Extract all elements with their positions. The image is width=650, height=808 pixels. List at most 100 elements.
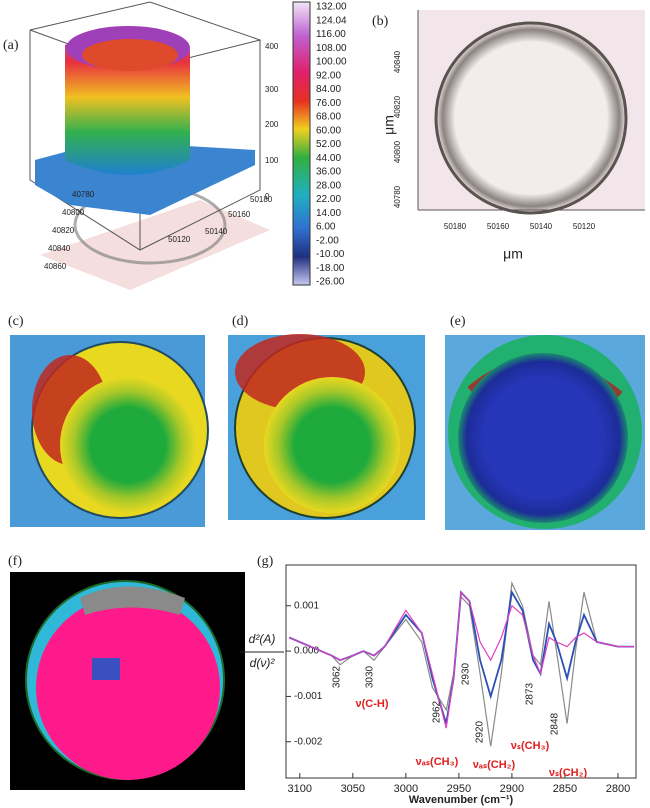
- colorbar-label: -10.00: [316, 249, 345, 260]
- x-tick-label: 50180: [444, 222, 467, 231]
- particle: [436, 23, 626, 213]
- y-tick-label: 0.000: [294, 646, 319, 657]
- cluster-magenta: [36, 596, 220, 780]
- surface-cylinder: [65, 33, 190, 175]
- colorbar-label: -18.00: [316, 263, 345, 274]
- z-tick-label: 100: [265, 156, 279, 165]
- x-tick-label: 50140: [530, 222, 553, 231]
- x-tick-label: 3000: [394, 783, 418, 795]
- colorbar-label: 76.00: [316, 98, 341, 109]
- colorbar-label: 36.00: [316, 167, 341, 178]
- colorbar-label: 60.00: [316, 125, 341, 136]
- colorbar-label: 108.00: [316, 43, 347, 54]
- panel-a: (a): [3, 1, 311, 290]
- panel-label: (b): [372, 14, 389, 29]
- band-label: νₐₛ(CH₂): [473, 759, 516, 771]
- panel-label: (a): [3, 38, 19, 53]
- x-tick-label: 3100: [288, 783, 312, 795]
- colorbar-label: 52.00: [316, 139, 341, 150]
- panel-b: (b) μm μm: [372, 10, 645, 262]
- y-tick-label: 40840: [393, 50, 402, 73]
- band-label: νₐₛ(CH₃): [416, 756, 459, 768]
- panel-label: (e): [450, 314, 466, 329]
- colorbar-label: 92.00: [316, 70, 341, 81]
- y-tick-label: 50160: [228, 210, 251, 219]
- colorbar-label: 124.04: [316, 15, 347, 26]
- particle-core: [458, 353, 628, 523]
- panel-e: (e): [445, 314, 645, 530]
- y-tick-label: -0.002: [294, 736, 323, 747]
- y-label: μm: [381, 115, 397, 135]
- floor: [40, 200, 270, 290]
- y-tick-label: 0.001: [294, 600, 319, 611]
- panel-f: (f): [8, 554, 245, 790]
- colorbar-label: 100.00: [316, 57, 347, 68]
- colorbar-label: 84.00: [316, 84, 341, 95]
- colorbar-label: 14.00: [316, 208, 341, 219]
- colorbar-label: -2.00: [316, 235, 339, 246]
- colorbar-label: 68.00: [316, 112, 341, 123]
- colorbar-label: -26.00: [316, 277, 345, 288]
- particle-edge: [434, 21, 628, 215]
- y-tick-label: 50140: [205, 227, 228, 236]
- peak-label: 2873: [525, 682, 536, 705]
- panel-label: (c): [8, 314, 24, 329]
- x-tick-label: 3050: [341, 783, 365, 795]
- x-tick-label: 40840: [48, 244, 71, 253]
- x-tick-label: 40800: [62, 208, 85, 217]
- z-tick-label: 300: [265, 85, 279, 94]
- colorbar-label: 28.00: [316, 180, 341, 191]
- band-label: νₛ(CH₃): [511, 740, 550, 752]
- panel-label: (d): [232, 314, 249, 329]
- x-tick-label: 40860: [44, 262, 67, 271]
- x-label: Wavenumber (cm⁻¹): [409, 794, 514, 806]
- panel-g: (g) d²(A) d(ν)² Wavenumber (cm⁻¹) 3100 30…: [240, 554, 637, 806]
- colorbar-label: 132.00: [316, 2, 347, 13]
- x-tick-label: 2800: [606, 783, 630, 795]
- z-tick-label: 200: [265, 120, 279, 129]
- cluster-gray: [80, 586, 185, 615]
- x-tick-label: 50120: [573, 222, 596, 231]
- peak-label: 2920: [475, 720, 486, 743]
- y-label-numerator: d²(A): [249, 632, 276, 646]
- panel-c: (c): [8, 314, 209, 527]
- colorbar: [292, 1, 311, 286]
- panel-label: (f): [8, 554, 22, 569]
- z-tick-label: 0: [265, 192, 270, 201]
- y-tick-label: 50180: [250, 195, 273, 204]
- colorbar-label: 6.00: [316, 222, 336, 233]
- series-line: [288, 590, 634, 729]
- peak-label: 3030: [365, 665, 376, 688]
- cluster-blue: [92, 658, 120, 680]
- panel-label: (g): [257, 554, 274, 569]
- band-label: ν(C-H): [356, 698, 389, 710]
- colorbar-label: 116.00: [316, 29, 346, 40]
- y-tick-label: 40780: [393, 185, 402, 208]
- peak-label: 2930: [461, 662, 472, 685]
- x-label: μm: [503, 246, 523, 262]
- band-label: νₛ(CH₂): [549, 767, 588, 779]
- y-tick-label: 40800: [393, 140, 402, 163]
- particle-core: [264, 377, 400, 513]
- x-tick-label: 2850: [553, 783, 577, 795]
- peak-label: 2962: [432, 700, 443, 723]
- x-tick-label: 40820: [52, 226, 75, 235]
- surface-rim: [82, 39, 178, 71]
- colorbar-label: 22.00: [316, 194, 341, 205]
- peak-label: 2848: [550, 712, 561, 735]
- y-tick-label: 40820: [393, 95, 402, 118]
- x-tick-label: 2950: [447, 783, 471, 795]
- x-tick-label: 40780: [72, 190, 95, 199]
- y-tick-label: -0.001: [294, 691, 323, 702]
- z-tick-label: 400: [265, 42, 279, 51]
- colorbar-label: 44.00: [316, 153, 341, 164]
- particle-core: [60, 377, 196, 513]
- y-label-denominator: d(ν)²: [250, 656, 276, 670]
- panel-d: (d): [228, 314, 425, 520]
- x-tick-label: 50160: [487, 222, 510, 231]
- y-tick-label: 50120: [168, 235, 191, 244]
- peak-label: 3062: [332, 665, 343, 688]
- x-tick-label: 2900: [500, 783, 524, 795]
